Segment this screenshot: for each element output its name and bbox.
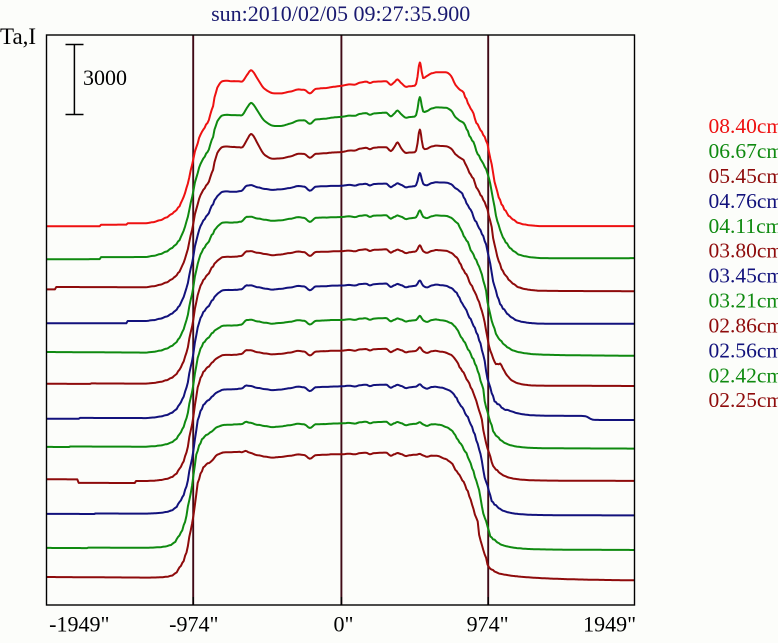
- svg-text:-1949": -1949": [49, 612, 109, 637]
- svg-text:02.56cm: 02.56cm: [709, 338, 778, 362]
- svg-text:05.45cm: 05.45cm: [709, 164, 778, 188]
- svg-text:02.42cm: 02.42cm: [709, 363, 778, 387]
- svg-text:1949": 1949": [583, 612, 636, 637]
- svg-text:Ta,I: Ta,I: [0, 24, 36, 49]
- svg-text:3000: 3000: [83, 65, 127, 90]
- svg-text:04.76cm: 04.76cm: [709, 189, 778, 213]
- svg-text:03.80cm: 03.80cm: [709, 239, 778, 263]
- svg-text:-974": -974": [169, 612, 218, 637]
- svg-text:03.21cm: 03.21cm: [709, 289, 778, 313]
- svg-text:0": 0": [334, 612, 354, 637]
- svg-text:03.45cm: 03.45cm: [709, 264, 778, 288]
- svg-text:sun:2010/02/05 09:27:35.900: sun:2010/02/05 09:27:35.900: [211, 1, 470, 26]
- svg-text:02.86cm: 02.86cm: [709, 314, 778, 338]
- svg-text:974": 974": [467, 612, 509, 637]
- svg-text:08.40cm: 08.40cm: [709, 114, 778, 138]
- svg-text:06.67cm: 06.67cm: [709, 139, 778, 163]
- svg-text:04.11cm: 04.11cm: [709, 214, 778, 238]
- svg-text:02.25cm: 02.25cm: [709, 388, 778, 412]
